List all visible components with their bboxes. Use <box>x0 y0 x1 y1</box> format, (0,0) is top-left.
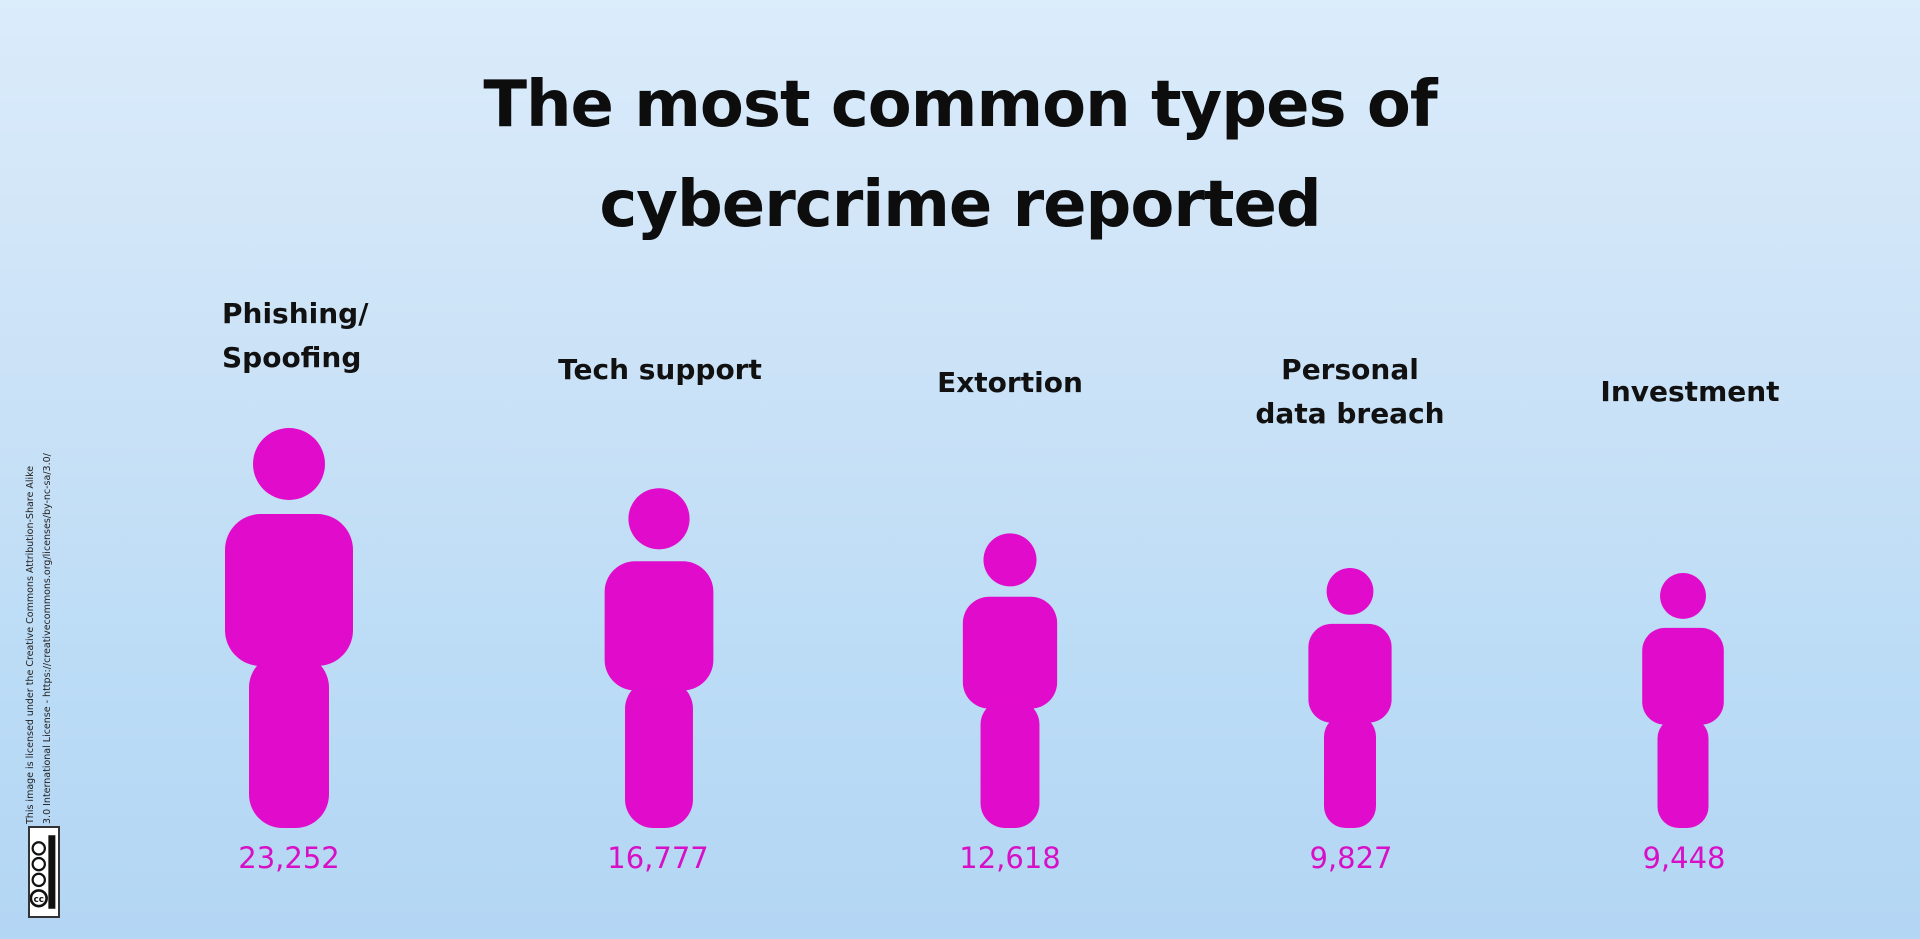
person-torso <box>225 514 353 666</box>
person-torso <box>1308 623 1392 723</box>
person-mark-phishing <box>225 428 353 828</box>
person-head <box>983 533 1037 587</box>
license-text-line-2: 3.0 International License - https://crea… <box>42 453 53 824</box>
value-label-extortion: 12,618 <box>959 841 1061 875</box>
person-legs <box>625 680 693 828</box>
category-label-tech-support: Tech support <box>558 353 762 386</box>
person-torso <box>604 561 714 691</box>
license-text-line-1: This image is licensed under the Creativ… <box>25 465 36 824</box>
person-torso <box>962 596 1058 709</box>
category-label-extortion: Extortion <box>937 366 1083 399</box>
category-label-investment: Investment <box>1600 375 1780 408</box>
person-head <box>628 488 690 550</box>
chart-title: The most common types of cybercrime repo… <box>460 55 1460 255</box>
person-legs <box>1323 714 1377 828</box>
person-legs <box>980 699 1040 828</box>
value-label-phishing: 23,252 <box>238 841 340 875</box>
person-head <box>1660 573 1706 619</box>
person-torso <box>1642 627 1724 725</box>
person-mark-tech-support <box>604 488 714 828</box>
svg-text:cc: cc <box>34 895 44 905</box>
person-legs <box>1657 717 1709 828</box>
value-label-tech-support: 16,777 <box>607 841 709 875</box>
person-mark-personal-data-breach <box>1308 567 1392 828</box>
person-head <box>1326 567 1374 615</box>
person-mark-extortion <box>962 533 1058 828</box>
cc-by-nc-sa-icon: cc <box>28 826 60 918</box>
person-head <box>253 428 325 500</box>
category-label-personal-data-breach: Personal data breach <box>1255 353 1445 430</box>
chart-title-line-2: cybercrime reported <box>599 168 1321 242</box>
license-text: This image is licensed under the Creativ… <box>22 404 56 824</box>
category-label-phishing: Phishing/ Spoofing <box>222 297 369 374</box>
person-mark-investment <box>1642 573 1724 828</box>
person-legs <box>249 654 329 828</box>
value-label-personal-data-breach: 9,827 <box>1309 841 1393 875</box>
value-label-investment: 9,448 <box>1642 841 1726 875</box>
chart-title-line-1: The most common types of <box>483 68 1437 142</box>
